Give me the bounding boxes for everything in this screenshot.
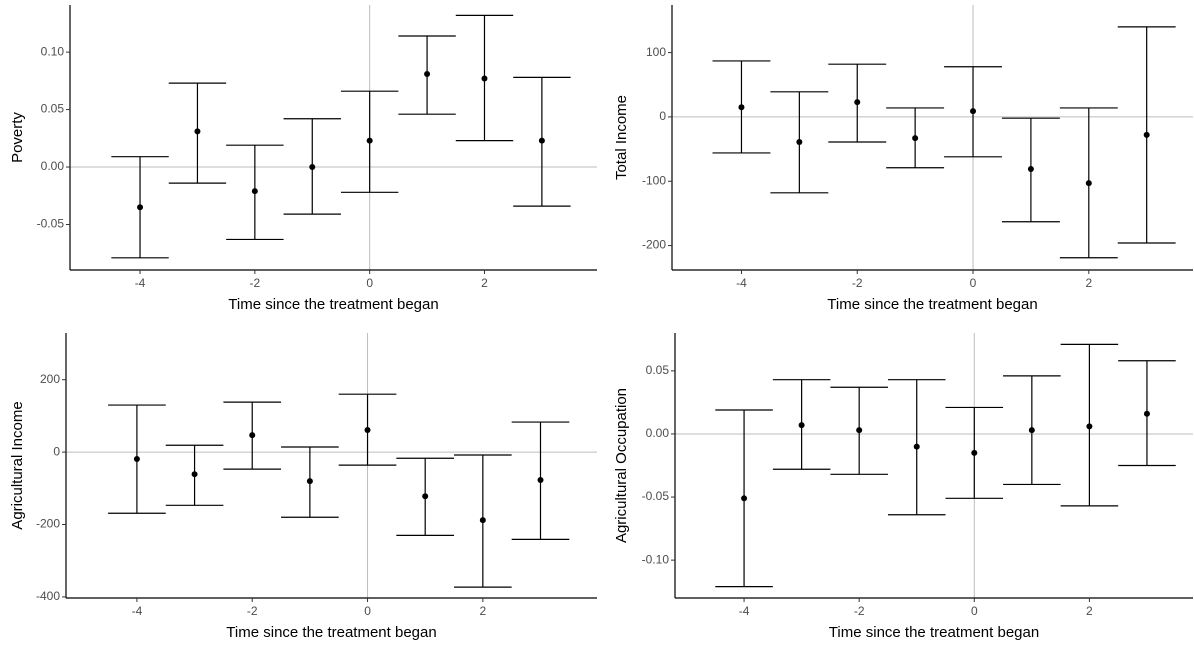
error-bars [111,14,571,259]
point [1143,131,1150,138]
y-tick-label: 0.00 [41,159,65,173]
point [191,471,198,478]
point [1085,180,1092,187]
y-axis-title: Total Income [613,95,630,180]
point [913,443,920,450]
point [1086,423,1093,430]
x-tick-label: -2 [250,276,261,290]
y-tick-label: 0.00 [646,426,670,440]
point [798,422,805,429]
x-tick-label: -2 [854,604,865,618]
x-tick-label: -4 [135,276,146,290]
point [133,455,140,462]
x-tick-label: -4 [739,604,750,618]
x-tick-label: -2 [852,276,863,290]
y-axis-title: Poverty [9,112,26,163]
error-bars [712,26,1176,259]
x-tick-label: 2 [1086,604,1093,618]
point [1027,166,1034,173]
error-bars [108,393,570,588]
y-tick-label: -0.10 [642,552,670,566]
y-tick-label: 100 [646,45,666,59]
y-tick-label: 200 [40,372,60,386]
x-tick-label: -2 [247,604,258,618]
x-axis-title: Time since the treatment began [827,296,1037,313]
x-tick-label: 0 [364,604,371,618]
point [366,137,373,144]
point [137,204,144,211]
point [796,139,803,146]
point [854,99,861,106]
x-tick-label: 0 [970,276,977,290]
y-axis-title: Agricultural Income [9,401,26,529]
point [856,427,863,434]
x-tick-label: 0 [366,276,373,290]
y-tick-label: 0.05 [41,102,65,116]
y-tick-label: 0.10 [41,44,65,58]
x-axis-title: Time since the treatment began [829,624,1039,641]
point [1143,410,1150,417]
y-tick-label: -0.05 [642,489,670,503]
y-axis-title: Agricultural Occupation [613,388,630,543]
point [249,432,256,439]
point [251,188,258,195]
point [424,70,431,77]
point [912,135,919,142]
y-tick-label: 0 [659,109,666,123]
point [364,427,371,434]
point [422,493,429,500]
point [306,478,313,485]
x-axis-title: Time since the treatment began [228,296,438,313]
x-tick-label: 2 [479,604,486,618]
x-tick-label: 2 [481,276,488,290]
x-tick-label: 0 [971,604,978,618]
point [1028,427,1035,434]
point [537,476,544,483]
point [309,164,316,171]
x-tick-label: 2 [1085,276,1092,290]
point [738,104,745,111]
point [194,128,201,135]
y-tick-label: -200 [642,238,666,252]
x-tick-label: -4 [132,604,143,618]
x-axis-title: Time since the treatment began [226,624,436,641]
point [970,108,977,115]
point [971,449,978,456]
y-tick-label: 0.05 [646,363,670,377]
error-bars [715,343,1176,588]
point [741,495,748,502]
x-tick-label: -4 [736,276,747,290]
y-tick-label: -100 [642,173,666,187]
y-tick-label: 0 [53,444,60,458]
y-tick-label: -0.05 [37,217,65,231]
point [538,137,545,144]
point [479,517,486,524]
y-tick-label: -400 [36,589,60,603]
y-tick-label: -200 [36,517,60,531]
point [481,75,488,82]
